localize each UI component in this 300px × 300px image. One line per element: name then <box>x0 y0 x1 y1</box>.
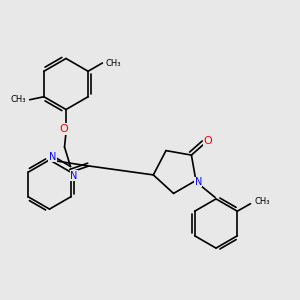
Text: CH₃: CH₃ <box>11 95 26 104</box>
Text: O: O <box>59 124 68 134</box>
Text: O: O <box>203 136 212 146</box>
Text: N: N <box>70 171 77 181</box>
Text: CH₃: CH₃ <box>255 197 270 206</box>
Text: N: N <box>195 177 202 187</box>
Text: CH₃: CH₃ <box>106 58 122 68</box>
Text: N: N <box>49 152 56 162</box>
